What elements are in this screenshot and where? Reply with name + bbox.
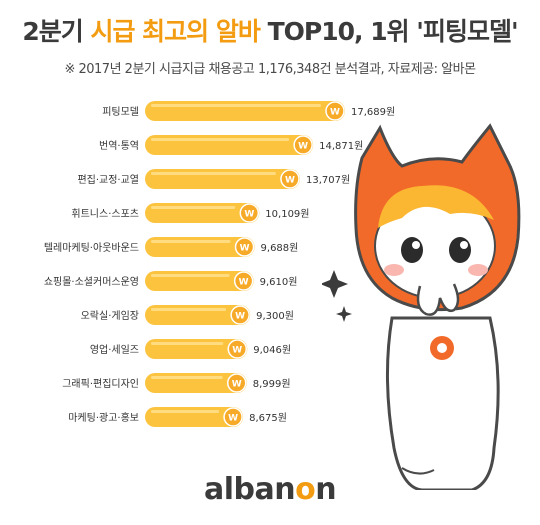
coin-symbol: W — [244, 210, 254, 220]
bar-highlight — [151, 410, 220, 413]
coin-icon — [280, 169, 300, 189]
coin-symbol: W — [240, 244, 250, 254]
title-part2: TOP10, 1위 '피팅모델' — [259, 17, 519, 46]
coin-icon — [239, 203, 260, 223]
value-label: 8,999원 — [253, 378, 291, 390]
bar-row: 번역·통역 W 14,871원 — [99, 135, 363, 155]
coin-symbol: W — [239, 278, 249, 288]
value-label: 9,046원 — [253, 344, 291, 356]
subtitle: ※ 2017년 2분기 시급지급 채용공고 1,176,348건 분석결과, 자… — [64, 62, 476, 77]
bar-highlight — [151, 240, 231, 243]
bar-highlight — [151, 104, 321, 107]
bar-highlight — [151, 308, 227, 311]
value-label: 9,300원 — [256, 310, 294, 322]
coin-symbol: W — [232, 380, 242, 390]
coin-symbol: W — [285, 176, 295, 186]
bar-row: 그래픽·편집디자인 W 8,999원 — [62, 373, 291, 393]
coin-icon — [223, 407, 243, 427]
bar-row: 마케팅·광고·홍보 W 8,675원 — [68, 407, 287, 427]
value-label: 17,689원 — [351, 106, 395, 118]
coin-symbol: W — [235, 312, 245, 322]
bar-highlight — [151, 376, 223, 379]
coin-icon — [234, 237, 255, 257]
value-label: 9,610원 — [260, 276, 298, 288]
coin-icon — [227, 339, 248, 359]
bar-row: 쇼핑몰·소셜커머스운영 W 9,610원 — [44, 271, 298, 291]
coin-symbol: W — [298, 142, 308, 152]
category-label: 쇼핑몰·소셜커머스운영 — [44, 276, 139, 288]
coin-icon — [230, 305, 250, 325]
logo-text-o: o — [295, 472, 316, 507]
coin-icon — [325, 101, 345, 121]
coin-symbol: W — [232, 346, 242, 356]
bar-highlight — [151, 172, 276, 175]
coin-symbol: W — [228, 414, 238, 424]
logo-text-end: n — [315, 472, 337, 507]
sparkle-icon — [336, 306, 352, 322]
category-label: 번역·통역 — [99, 140, 139, 152]
category-label: 그래픽·편집디자인 — [62, 378, 139, 390]
bar-row: 텔레마케팅·아웃바운드 W 9,688원 — [44, 237, 299, 257]
logo-text-start: alban — [203, 472, 296, 507]
bar-row: 오락실·게임장 W 9,300원 — [81, 305, 294, 325]
bar-highlight — [151, 274, 230, 277]
category-label: 피팅모델 — [102, 106, 139, 118]
title-accent: 시급 최고의 알바 — [90, 17, 260, 46]
bar-row: 휘트니스·스포츠 W 10,109원 — [71, 203, 310, 223]
value-label: 8,675원 — [249, 412, 287, 424]
value-label: 14,871원 — [319, 140, 363, 152]
bar-row: 편집·교정·교열 W 13,707원 — [77, 169, 350, 189]
coin-icon — [293, 135, 313, 155]
category-label: 텔레마케팅·아웃바운드 — [44, 242, 139, 254]
category-label: 편집·교정·교열 — [77, 174, 139, 186]
albamon-logo: albanon — [0, 472, 540, 507]
bar-row: 피팅모델 W 17,689원 — [102, 101, 395, 121]
value-label: 10,109원 — [265, 208, 309, 220]
value-label: 13,707원 — [306, 174, 350, 186]
coin-symbol: W — [330, 108, 340, 118]
bar-highlight — [151, 138, 290, 141]
mascot-illustration — [322, 123, 521, 490]
value-label: 9,688원 — [261, 242, 299, 254]
page-title: 2분기 시급 최고의 알바 TOP10, 1위 '피팅모델' — [0, 12, 540, 48]
category-label: 휘트니스·스포츠 — [71, 208, 139, 220]
bar-highlight — [151, 206, 236, 209]
bar-row: 영업·세일즈 W 9,046원 — [90, 339, 291, 359]
category-label: 오락실·게임장 — [81, 309, 139, 322]
sparkle-icon — [322, 270, 348, 298]
title-part1: 2분기 — [22, 17, 91, 46]
category-label: 영업·세일즈 — [90, 343, 139, 356]
coin-icon — [226, 373, 247, 393]
bar-highlight — [151, 342, 224, 345]
category-label: 마케팅·광고·홍보 — [68, 411, 139, 424]
coin-icon — [233, 271, 254, 291]
